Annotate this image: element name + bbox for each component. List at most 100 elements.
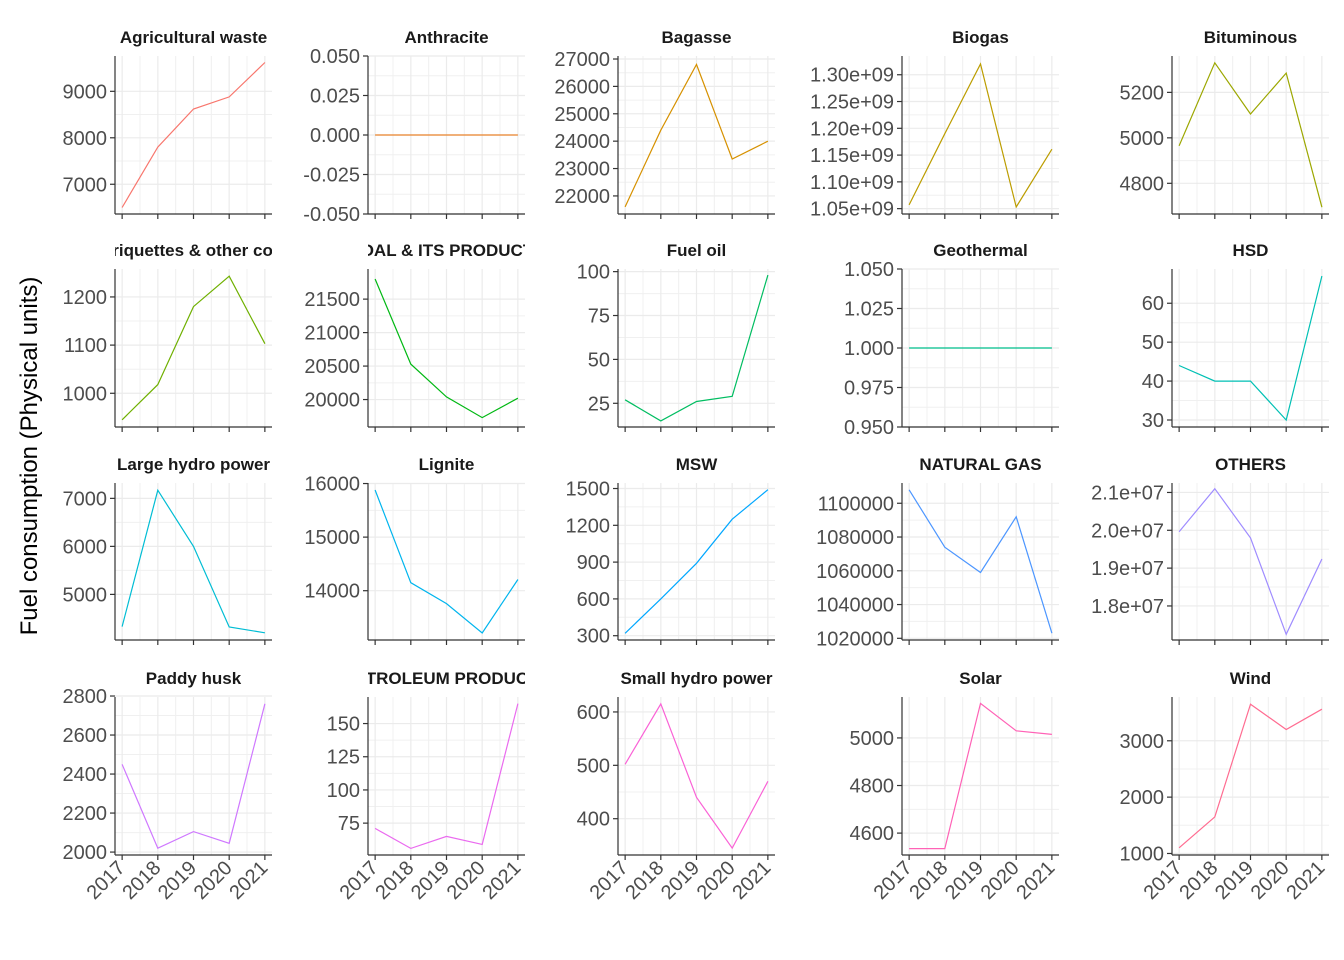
y-tick-label: 600 bbox=[577, 589, 610, 611]
panel-title: Bituminous bbox=[1204, 28, 1298, 47]
y-tick-label: 150 bbox=[327, 714, 360, 736]
y-tick-label: 1.10e+09 bbox=[810, 172, 894, 194]
y-tick-label: 4600 bbox=[850, 823, 895, 845]
y-tick-label: 0.000 bbox=[310, 125, 360, 147]
panel-title: Briquettes & other coal bbox=[100, 241, 287, 260]
panel-lignite: 14000 15000 16000 Lignite bbox=[304, 455, 525, 645]
y-tick-label: 1000 bbox=[1120, 843, 1165, 865]
y-tick-label: 60 bbox=[1142, 293, 1164, 315]
y-tick-label: 600 bbox=[577, 702, 610, 724]
y-tick-label: 2.1e+07 bbox=[1091, 482, 1164, 504]
y-tick-label: 1200 bbox=[566, 515, 611, 537]
series-line bbox=[624, 489, 769, 634]
y-tick-label: 20500 bbox=[304, 356, 360, 378]
series-line bbox=[1178, 61, 1323, 208]
panel-fuel-oil: 25 50 75 100 Fuel oil bbox=[577, 241, 775, 432]
x-tick-label: 2017 bbox=[336, 857, 383, 904]
y-tick-label: 1060000 bbox=[816, 561, 894, 583]
series-line bbox=[1178, 487, 1323, 636]
x-tick-label: 2021 bbox=[478, 857, 525, 904]
x-tick-label: 2019 bbox=[407, 857, 454, 904]
x-tick-label: 2018 bbox=[1175, 857, 1222, 904]
y-tick-label: 16000 bbox=[304, 474, 360, 496]
x-tick-label: 2019 bbox=[941, 857, 988, 904]
y-tick-label: 23000 bbox=[554, 159, 610, 181]
y-tick-label: 2.0e+07 bbox=[1091, 520, 1164, 542]
series-line bbox=[909, 702, 1052, 850]
panel-title: Solar bbox=[959, 669, 1002, 688]
y-tick-label: 75 bbox=[338, 813, 360, 835]
panel-title: MSW bbox=[676, 455, 719, 474]
y-tick-label: 1100000 bbox=[818, 493, 894, 515]
y-tick-label: 1040000 bbox=[816, 595, 894, 617]
panel-title: Paddy husk bbox=[146, 669, 242, 688]
y-tick-label: 25000 bbox=[554, 104, 610, 126]
panel-geothermal: 0.950 0.975 1.000 1.025 1.050 Geothermal bbox=[844, 241, 1059, 439]
panel-msw: 300 600 900 1200 1500 MSW bbox=[566, 455, 775, 648]
panel-others: 1.8e+07 1.9e+07 2.0e+07 2.1e+07 OTHERS bbox=[1091, 455, 1329, 645]
x-tick-label: 2021 bbox=[1012, 857, 1059, 904]
panel-title: Geothermal bbox=[933, 241, 1027, 260]
series-line bbox=[374, 278, 519, 419]
panel-title: OTHERS bbox=[1215, 455, 1286, 474]
y-tick-label: 75 bbox=[588, 306, 610, 328]
panel-title: Small hydro power bbox=[620, 669, 772, 688]
y-tick-label: 5000 bbox=[63, 584, 108, 606]
series-line bbox=[908, 62, 1053, 209]
series-line bbox=[1178, 703, 1323, 849]
panel-anthracite: -0.050 -0.025 0.000 0.025 0.050 Anthracite bbox=[303, 28, 525, 226]
y-tick-label: 2000 bbox=[63, 842, 108, 864]
y-tick-label: 1500 bbox=[566, 479, 611, 501]
y-tick-label: 6000 bbox=[63, 536, 108, 558]
x-tick-label: 2020 bbox=[443, 857, 490, 904]
panel-title: NATURAL GAS bbox=[919, 455, 1041, 474]
y-tick-label: 1.30e+09 bbox=[810, 65, 894, 87]
panel-coal-its-products: 20000 20500 21000 21500 COAL & ITS PRODUCTS bbox=[304, 241, 525, 432]
y-tick-label: 1020000 bbox=[816, 628, 894, 650]
y-tick-label: 24000 bbox=[554, 131, 610, 153]
x-tick-label: 2018 bbox=[371, 857, 418, 904]
y-tick-label: 1.15e+09 bbox=[810, 145, 894, 167]
panel-bagasse: 22000 23000 24000 25000 26000 27000 Bagasse bbox=[554, 28, 775, 219]
y-tick-label: 4800 bbox=[1120, 173, 1165, 195]
panel-biogas: 1.05e+09 1.10e+09 1.15e+09 1.20e+09 1.25e+09… bbox=[810, 28, 1059, 221]
y-tick-label: 1.8e+07 bbox=[1091, 596, 1164, 618]
y-tick-label: 0.975 bbox=[844, 378, 894, 400]
x-tick-label: 2020 bbox=[190, 857, 237, 904]
x-tick-label: 2021 bbox=[1282, 857, 1329, 904]
y-tick-label: 1200 bbox=[63, 287, 108, 309]
x-tick-label: 2021 bbox=[225, 857, 272, 904]
y-tick-label: 50 bbox=[1142, 332, 1164, 354]
y-tick-label: 500 bbox=[577, 755, 610, 777]
series-line bbox=[624, 702, 769, 850]
panel-title: PETROLEUM PRODUCTS bbox=[343, 669, 550, 688]
y-tick-label: 1000 bbox=[63, 383, 108, 405]
series-line bbox=[908, 489, 1053, 634]
y-tick-label: 2400 bbox=[63, 764, 108, 786]
y-tick-label: 50 bbox=[588, 349, 610, 371]
panel-natural-gas: 1020000 1040000 1060000 1080000 1100000 NATUR… bbox=[816, 455, 1059, 650]
x-tick-label: 2020 bbox=[693, 857, 740, 904]
y-tick-label: -0.025 bbox=[303, 165, 360, 187]
panel-title: Biogas bbox=[952, 28, 1009, 47]
x-tick-label: 2020 bbox=[1247, 857, 1294, 904]
y-tick-label: 400 bbox=[577, 809, 610, 831]
series-line bbox=[374, 703, 519, 850]
y-tick-label: 7000 bbox=[63, 174, 108, 196]
x-tick-label: 2021 bbox=[728, 857, 775, 904]
y-tick-label: 14000 bbox=[304, 581, 360, 603]
y-tick-label: 1.050 bbox=[844, 259, 894, 281]
y-tick-label: 21000 bbox=[304, 323, 360, 345]
y-tick-label: 1.25e+09 bbox=[810, 92, 894, 114]
panel-paddy-husk: 2000220024002600280020172018201920202021… bbox=[63, 669, 273, 904]
y-tick-label: 25 bbox=[588, 393, 610, 415]
y-tick-label: 15000 bbox=[304, 527, 360, 549]
y-tick-label: 8000 bbox=[63, 128, 108, 150]
y-tick-label: 1080000 bbox=[816, 527, 894, 549]
y-tick-label: 2200 bbox=[63, 803, 108, 825]
panel-title: HSD bbox=[1233, 241, 1269, 260]
series-line bbox=[121, 703, 266, 850]
